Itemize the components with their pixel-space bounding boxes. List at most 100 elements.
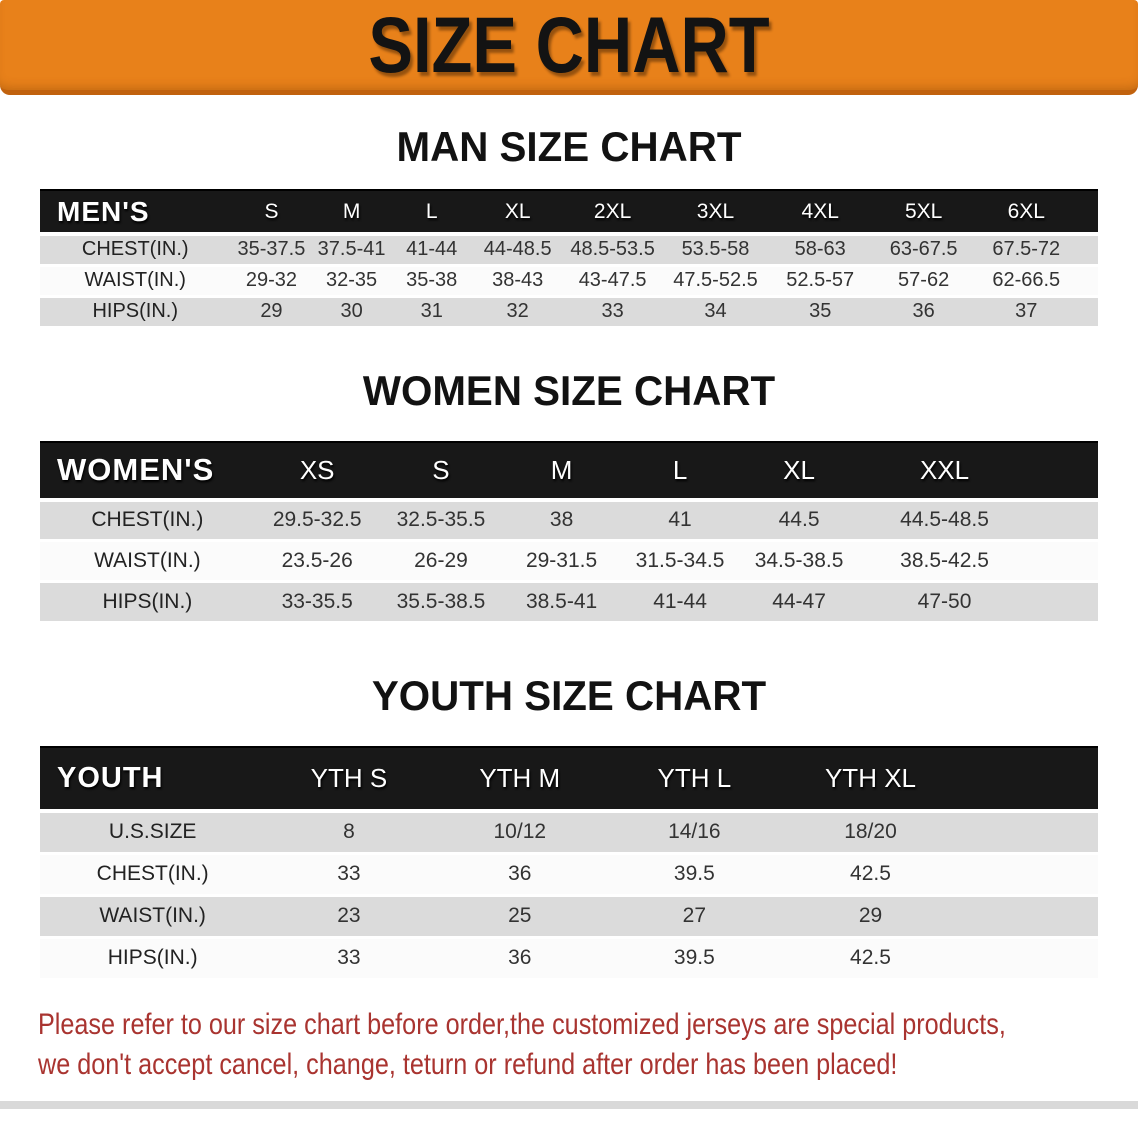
size-value-cell: 29-31.5 — [502, 540, 621, 583]
table-corner-label: MEN'S — [40, 189, 231, 236]
disclaimer-line-2: we don't accept cancel, change, teturn o… — [38, 1047, 898, 1081]
men-heading: MAN SIZE CHART — [396, 123, 742, 170]
size-value-cell: 35 — [768, 296, 873, 329]
size-value-cell: 32.5-35.5 — [379, 499, 503, 542]
row-label: CHEST(IN.) — [40, 499, 255, 542]
size-value-cell: 67.5-72 — [975, 234, 1078, 267]
size-column-header: S — [230, 189, 313, 236]
row-label: CHEST(IN.) — [40, 234, 231, 267]
size-value-cell: 33 — [265, 853, 433, 897]
row-filler — [1077, 234, 1098, 267]
row-label: HIPS(IN.) — [40, 296, 231, 329]
size-value-cell: 32 — [472, 296, 563, 329]
size-value-cell: 36 — [872, 296, 976, 329]
size-value-cell: 35-38 — [390, 265, 473, 298]
table-corner-label: YOUTH — [40, 746, 266, 813]
row-label: HIPS(IN.) — [40, 581, 255, 624]
size-value-cell: 33-35.5 — [254, 581, 380, 624]
table-row: HIPS(IN.) 33 36 39.5 42.5 — [40, 937, 1098, 981]
size-value-cell: 33 — [562, 296, 663, 329]
row-filler — [1030, 581, 1098, 624]
row-filler — [959, 853, 1098, 897]
size-value-cell: 38.5-42.5 — [858, 540, 1031, 583]
size-value-cell: 18/20 — [781, 811, 960, 855]
size-value-cell: 33 — [265, 937, 433, 981]
size-value-cell: 39.5 — [607, 937, 782, 981]
size-value-cell: 53.5-58 — [662, 234, 769, 267]
size-column-header: M — [312, 189, 391, 236]
charts-container: MAN SIZE CHART MEN'S S M L XL 2XL 3XL 4XL 5XL 6XL… — [0, 123, 1138, 981]
banner-title: SIZE CHART — [368, 0, 770, 90]
size-value-cell: 44.5 — [739, 499, 859, 542]
row-filler — [959, 937, 1098, 981]
size-value-cell: 48.5-53.5 — [562, 234, 663, 267]
size-value-cell: 27 — [607, 895, 782, 939]
size-value-cell: 34 — [662, 296, 769, 329]
size-value-cell: 35-37.5 — [230, 234, 313, 267]
table-corner-label: WOMEN'S — [40, 440, 255, 502]
header-filler — [1030, 440, 1098, 502]
row-label: WAIST(IN.) — [40, 540, 255, 583]
size-value-cell: 31.5-34.5 — [620, 540, 740, 583]
size-column-header: 6XL — [975, 189, 1078, 236]
size-value-cell: 29.5-32.5 — [254, 499, 380, 542]
youth-heading: YOUTH SIZE CHART — [371, 672, 767, 719]
table-row: CHEST(IN.) 29.5-32.5 32.5-35.5 38 41 44.5 44.5… — [40, 499, 1098, 542]
size-value-cell: 44.5-48.5 — [858, 499, 1031, 542]
size-value-cell: 37.5-41 — [312, 234, 391, 267]
size-value-cell: 36 — [432, 853, 608, 897]
size-column-header: XL — [472, 189, 563, 236]
size-value-cell: 42.5 — [781, 853, 960, 897]
size-column-header: XXL — [858, 440, 1031, 502]
size-chart-page: SIZE CHART MAN SIZE CHART MEN'S S M L XL 2XL 3… — [0, 0, 1138, 1109]
table-row: HIPS(IN.) 33-35.5 35.5-38.5 38.5-41 41-44 44-… — [40, 581, 1098, 624]
header-row: MEN'S S M L XL 2XL 3XL 4XL 5XL 6XL — [40, 189, 1098, 236]
youth-size-table: YOUTH YTH S YTH M YTH L YTH XL U.S.SIZE 8 10/12… — [40, 746, 1098, 981]
header-row: WOMEN'S XS S M L XL XXL — [40, 440, 1098, 502]
size-value-cell: 23 — [265, 895, 433, 939]
size-column-header: YTH M — [432, 746, 608, 813]
men-size-table: MEN'S S M L XL 2XL 3XL 4XL 5XL 6XL CHEST(IN.) 35-37… — [40, 189, 1098, 329]
row-filler — [1077, 265, 1098, 298]
size-value-cell: 14/16 — [607, 811, 782, 855]
size-value-cell: 58-63 — [768, 234, 873, 267]
size-column-header: 5XL — [872, 189, 976, 236]
row-label: HIPS(IN.) — [40, 937, 266, 981]
table-row: CHEST(IN.) 33 36 39.5 42.5 — [40, 853, 1098, 897]
size-value-cell: 47-50 — [858, 581, 1031, 624]
table-row: WAIST(IN.) 23.5-26 26-29 29-31.5 31.5-34.5 34… — [40, 540, 1098, 583]
women-size-table: WOMEN'S XS S M L XL XXL CHEST(IN.) 29.5-32.5 32.5… — [40, 440, 1098, 624]
row-filler — [1030, 540, 1098, 583]
disclaimer-line-1: Please refer to our size chart before or… — [38, 1007, 1006, 1041]
size-column-header: S — [379, 440, 503, 502]
size-value-cell: 41-44 — [390, 234, 473, 267]
size-value-cell: 38.5-41 — [502, 581, 621, 624]
size-value-cell: 29-32 — [230, 265, 313, 298]
header-row: YOUTH YTH S YTH M YTH L YTH XL — [40, 746, 1098, 813]
banner: SIZE CHART — [0, 0, 1138, 95]
size-column-header: 2XL — [562, 189, 663, 236]
size-value-cell: 36 — [432, 937, 608, 981]
row-label: WAIST(IN.) — [40, 265, 231, 298]
size-column-header: YTH S — [265, 746, 433, 813]
size-value-cell: 10/12 — [432, 811, 608, 855]
row-filler — [1077, 296, 1098, 329]
size-value-cell: 44-47 — [739, 581, 859, 624]
row-label: CHEST(IN.) — [40, 853, 266, 897]
row-label: U.S.SIZE — [40, 811, 266, 855]
size-value-cell: 63-67.5 — [872, 234, 976, 267]
size-column-header: XL — [739, 440, 859, 502]
size-value-cell: 30 — [312, 296, 391, 329]
bottom-strip — [0, 1100, 1138, 1109]
size-column-header: YTH L — [607, 746, 782, 813]
table-row: WAIST(IN.) 29-32 32-35 35-38 38-43 43-47.5 47.… — [40, 265, 1098, 298]
size-value-cell: 41 — [620, 499, 740, 542]
table-row: WAIST(IN.) 23 25 27 29 — [40, 895, 1098, 939]
header-filler — [959, 746, 1098, 813]
row-filler — [1030, 499, 1098, 542]
table-row: HIPS(IN.) 29 30 31 32 33 34 35 36 37 — [40, 296, 1098, 329]
size-column-header: M — [502, 440, 621, 502]
size-column-header: 3XL — [662, 189, 769, 236]
size-column-header: XS — [254, 440, 380, 502]
size-value-cell: 25 — [432, 895, 608, 939]
